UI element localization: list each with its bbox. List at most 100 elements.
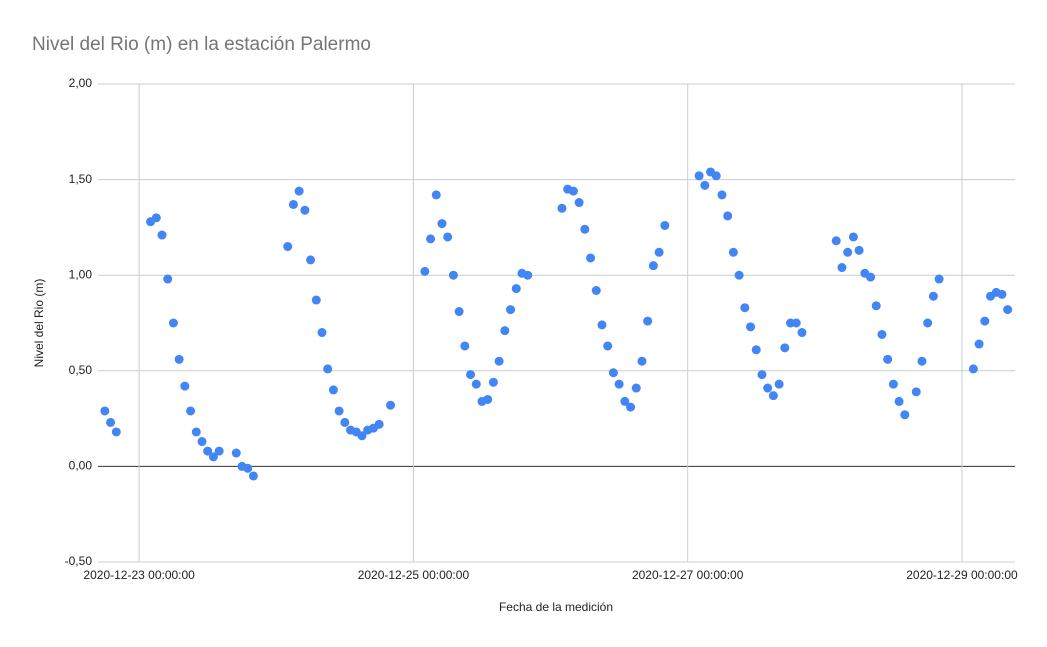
- data-point: [848, 232, 858, 242]
- x-tick-label: 2020-12-27 00:00:00: [632, 568, 744, 582]
- data-point: [654, 247, 664, 257]
- x-tick-label: 2020-12-29 00:00:00: [906, 568, 1018, 582]
- data-point: [900, 410, 910, 420]
- y-axis-label: Nivel del Rio (m): [32, 279, 46, 368]
- data-point: [180, 381, 190, 391]
- data-point: [711, 171, 721, 181]
- data-point: [574, 198, 584, 208]
- data-point: [614, 379, 624, 389]
- y-tick-label: 1,50: [69, 172, 93, 186]
- data-point: [854, 245, 864, 255]
- data-point: [700, 180, 710, 190]
- data-point: [506, 305, 516, 315]
- data-point: [866, 272, 876, 282]
- data-point: [797, 328, 807, 338]
- data-point: [106, 417, 116, 427]
- data-point: [374, 419, 384, 429]
- data-point: [780, 343, 790, 353]
- y-tick-label: 0,00: [69, 459, 93, 473]
- data-point: [637, 356, 647, 366]
- data-point: [877, 329, 887, 339]
- data-point: [774, 379, 784, 389]
- data-point: [871, 301, 881, 311]
- data-point: [1003, 305, 1013, 315]
- data-point: [608, 368, 618, 378]
- data-point: [923, 318, 933, 328]
- data-point: [888, 379, 898, 389]
- data-point: [174, 354, 184, 364]
- data-point: [483, 394, 493, 404]
- data-point: [557, 203, 567, 213]
- data-point: [471, 379, 481, 389]
- data-point: [243, 463, 253, 473]
- data-point: [248, 471, 258, 481]
- data-point: [431, 190, 441, 200]
- data-point: [740, 303, 750, 313]
- x-tick-label: 2020-12-25 00:00:00: [358, 568, 470, 582]
- data-point: [168, 318, 178, 328]
- data-point: [626, 402, 636, 412]
- data-point: [894, 396, 904, 406]
- data-point: [191, 427, 201, 437]
- data-point: [111, 427, 121, 437]
- data-point: [340, 417, 350, 427]
- data-point: [620, 396, 630, 406]
- data-point: [300, 205, 310, 215]
- x-axis-label: Fecha de la medición: [499, 600, 613, 614]
- data-point: [460, 341, 470, 351]
- data-point: [980, 316, 990, 326]
- x-tick-label: 2020-12-23 00:00:00: [83, 568, 195, 582]
- data-point: [746, 322, 756, 332]
- data-point: [323, 364, 333, 374]
- data-point: [694, 171, 704, 181]
- data-point: [488, 377, 498, 387]
- data-point: [580, 224, 590, 234]
- data-point: [997, 289, 1007, 299]
- y-tick-label: 0,50: [69, 363, 93, 377]
- data-point: [231, 448, 241, 458]
- data-point: [643, 316, 653, 326]
- data-point: [831, 236, 841, 246]
- data-point: [197, 437, 207, 447]
- data-point: [591, 285, 601, 295]
- data-point: [203, 446, 213, 456]
- data-point: [917, 356, 927, 366]
- data-point: [186, 406, 196, 416]
- data-point: [568, 186, 578, 196]
- data-point: [523, 270, 533, 280]
- data-point: [311, 295, 321, 305]
- data-point: [586, 253, 596, 263]
- data-point: [357, 431, 367, 441]
- data-point: [328, 385, 338, 395]
- data-point: [454, 307, 464, 317]
- data-point: [934, 274, 944, 284]
- data-point: [511, 284, 521, 294]
- data-point: [603, 341, 613, 351]
- data-point: [294, 186, 304, 196]
- data-point: [968, 364, 978, 374]
- data-point: [317, 328, 327, 338]
- data-point: [883, 354, 893, 364]
- data-point: [928, 291, 938, 301]
- y-tick-label: -0,50: [65, 554, 93, 568]
- data-point: [100, 406, 110, 416]
- data-point: [420, 266, 430, 276]
- data-point: [386, 400, 396, 410]
- data-point: [151, 213, 161, 223]
- data-point: [157, 230, 167, 240]
- data-point: [728, 247, 738, 257]
- y-tick-label: 1,00: [69, 267, 93, 281]
- chart-title: Nivel del Rio (m) en la estación Palermo: [32, 34, 371, 55]
- data-point: [597, 320, 607, 330]
- data-point: [911, 387, 921, 397]
- data-point: [288, 199, 298, 209]
- data-point: [500, 326, 510, 336]
- data-point: [334, 406, 344, 416]
- data-point: [751, 345, 761, 355]
- data-point: [306, 255, 316, 265]
- data-point: [734, 270, 744, 280]
- data-point: [494, 356, 504, 366]
- data-point: [214, 446, 224, 456]
